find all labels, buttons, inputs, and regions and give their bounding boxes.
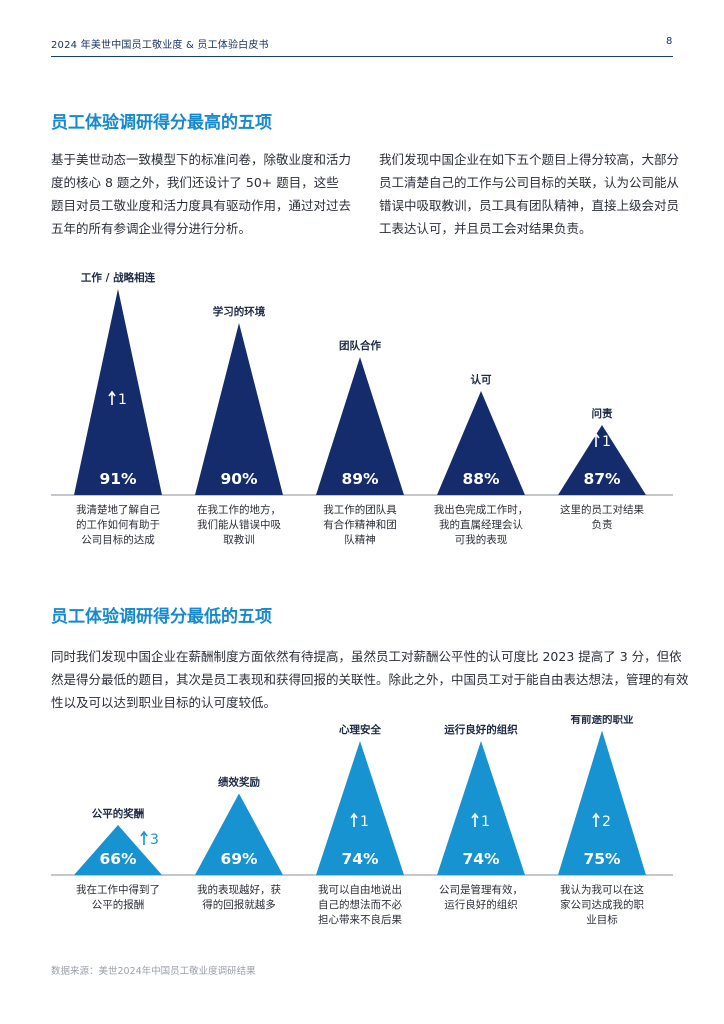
item-description: 家公司达成我的职 xyxy=(560,898,644,911)
triangle-mark xyxy=(195,793,283,875)
up-arrow-head-icon xyxy=(140,830,148,837)
change-indicator: 2 xyxy=(592,812,611,830)
change-indicator: 3 xyxy=(140,830,159,848)
item-description: 取教训 xyxy=(223,533,255,546)
item-description: 我们能从错误中吸 xyxy=(197,518,281,531)
change-value: 3 xyxy=(150,832,159,848)
item-description: 在我工作的地方， xyxy=(197,503,281,516)
item-description: 我工作的团队具 xyxy=(323,503,397,516)
category-label: 公平的奖酬 xyxy=(92,807,145,820)
value-label: 74% xyxy=(341,850,379,868)
value-label: 69% xyxy=(220,850,258,868)
section-title-highest: 员工体验调研得分最高的五项 xyxy=(51,113,272,133)
change-value: 1 xyxy=(360,814,369,830)
category-label: 工作 / 战略相连 xyxy=(81,271,156,284)
change-value: 1 xyxy=(118,392,127,408)
item-description: 我的直属经理会认 xyxy=(439,518,523,531)
triangle-mark xyxy=(74,825,162,875)
category-label: 绩效奖励 xyxy=(218,776,260,789)
item-description: 我的表现越好，获 xyxy=(197,883,281,896)
value-label: 66% xyxy=(99,850,137,868)
category-label: 认可 xyxy=(471,373,492,386)
change-value: 1 xyxy=(602,434,611,450)
section-title-lowest: 员工体验调研得分最低的五项 xyxy=(51,607,272,627)
intro-paragraph-left: 基于美世动态一致模型下的标准问卷，除敬业度和活力度的核心 8 题之外，我们还设计… xyxy=(51,152,352,236)
value-label: 89% xyxy=(341,470,379,488)
value-label: 88% xyxy=(462,470,500,488)
data-source-note: 数据来源：美世2024年中国员工敬业度调研结果 xyxy=(51,966,256,977)
item-description: 公司目标的达成 xyxy=(81,533,155,546)
up-arrow-head-icon xyxy=(471,812,479,819)
triangle-mark xyxy=(195,323,283,495)
value-label: 87% xyxy=(583,470,621,488)
lowest-paragraph: 同时我们发现中国企业在薪酬制度方面依然有待提高，虽然员工对薪酬公平性的认可度比 … xyxy=(51,649,689,710)
category-label: 团队合作 xyxy=(339,339,381,352)
item-description: 运行良好的组织 xyxy=(444,898,518,911)
item-description: 自己的想法而不必 xyxy=(318,898,402,911)
change-indicator: 1 xyxy=(350,812,369,830)
triangle-mark xyxy=(316,357,404,495)
change-value: 2 xyxy=(602,814,611,830)
category-label: 心理安全 xyxy=(339,723,381,736)
triangle-mark xyxy=(558,730,646,875)
item-description: 我认为我可以在这 xyxy=(560,883,644,896)
item-description: 队精神 xyxy=(344,533,376,546)
item-description: 我出色完成工作时， xyxy=(434,503,529,516)
item-description: 得的回报就越多 xyxy=(202,898,276,911)
item-description: 业目标 xyxy=(586,914,618,926)
up-arrow-head-icon xyxy=(592,432,600,439)
item-description: 有合作精神和团 xyxy=(323,518,397,531)
document-title: 2024 年美世中国员工敬业度 & 员工体验白皮书 xyxy=(51,40,269,51)
value-label: 90% xyxy=(220,470,258,488)
header-divider xyxy=(51,56,673,57)
item-description: 我在工作中得到了 xyxy=(76,883,160,896)
category-label: 学习的环境 xyxy=(213,305,266,318)
intro-paragraph-right: 我们发现中国企业在如下五个题目上得分较高，大部分员工清楚自己的工作与公司目标的关… xyxy=(379,152,680,236)
item-description: 的工作如何有助于 xyxy=(76,518,160,531)
up-arrow-head-icon xyxy=(108,390,116,397)
item-description: 公司是管理有效， xyxy=(439,883,523,896)
item-description: 我清楚地了解自己 xyxy=(76,503,160,516)
triangle-mark xyxy=(437,741,525,875)
change-value: 1 xyxy=(481,814,490,830)
category-label: 有前途的职业 xyxy=(571,715,634,726)
item-description: 担心带来不良后果 xyxy=(318,913,402,926)
triangle-mark xyxy=(437,391,525,495)
value-label: 74% xyxy=(462,850,500,868)
triangle-mark xyxy=(558,425,646,495)
up-arrow-head-icon xyxy=(350,812,358,819)
triangle-mark xyxy=(74,289,162,495)
value-label: 75% xyxy=(583,850,621,868)
change-indicator: 1 xyxy=(592,432,611,450)
item-description: 公平的报酬 xyxy=(92,898,145,911)
change-indicator: 1 xyxy=(471,812,490,830)
value-label: 91% xyxy=(99,470,137,488)
triangle-mark xyxy=(316,741,404,875)
category-label: 问责 xyxy=(592,407,613,420)
item-description: 可我的表现 xyxy=(455,533,508,546)
item-description: 这里的员工对结果 xyxy=(560,503,644,516)
change-indicator: 1 xyxy=(108,390,127,408)
page-number: 8 xyxy=(666,36,673,47)
item-description: 我可以自由地说出 xyxy=(318,883,402,896)
up-arrow-head-icon xyxy=(592,812,600,819)
category-label: 运行良好的组织 xyxy=(444,723,518,736)
item-description: 负责 xyxy=(592,518,613,531)
